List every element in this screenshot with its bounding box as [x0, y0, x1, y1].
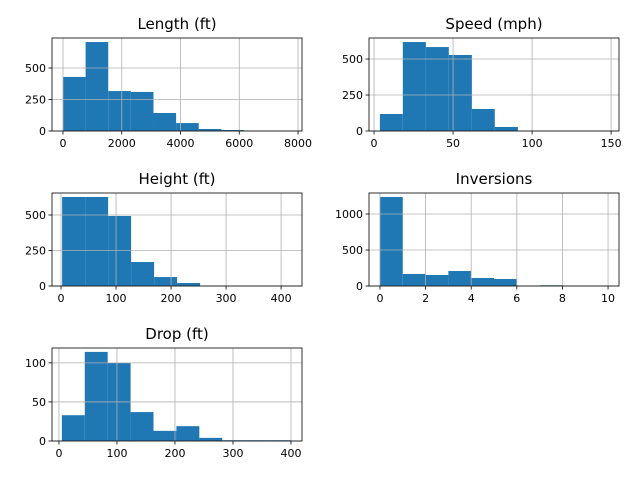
- x-tick-label: 4000: [167, 137, 195, 150]
- bar: [471, 278, 494, 286]
- y-tick-label: 500: [25, 209, 46, 222]
- y-tick-label: 0: [39, 125, 46, 138]
- y-tick-label: 0: [39, 435, 46, 448]
- bar: [176, 426, 200, 441]
- x-tick-label: 300: [216, 292, 237, 305]
- y-tick-label: 100: [25, 357, 46, 370]
- x-tick-label: 100: [106, 447, 127, 460]
- y-tick-label: 250: [25, 245, 46, 258]
- bar: [62, 196, 86, 286]
- x-tick-label: 0: [58, 292, 65, 305]
- y-tick-label: 50: [32, 396, 46, 409]
- x-tick-label: 300: [222, 447, 243, 460]
- x-tick-label: 50: [446, 137, 460, 150]
- bar: [494, 279, 517, 286]
- chart-title: Drop (ft): [145, 325, 208, 343]
- x-tick-label: 0: [376, 292, 383, 305]
- x-tick-label: 0: [371, 137, 378, 150]
- x-tick-label: 400: [280, 447, 301, 460]
- bar: [425, 274, 449, 286]
- bar: [130, 91, 154, 131]
- y-tick-label: 0: [356, 125, 363, 138]
- x-tick-label: 0: [59, 137, 66, 150]
- y-tick-label: 250: [25, 93, 46, 106]
- bar: [154, 277, 178, 286]
- bar: [85, 42, 109, 132]
- bar: [62, 76, 86, 131]
- x-tick-label: 8000: [284, 137, 312, 150]
- bar: [448, 54, 472, 131]
- y-tick-label: 500: [342, 244, 363, 257]
- x-tick-label: 8: [559, 292, 566, 305]
- bar: [379, 197, 403, 286]
- bar: [130, 412, 154, 441]
- bar: [402, 273, 426, 286]
- bar: [61, 415, 85, 441]
- x-tick-label: 6: [513, 292, 520, 305]
- bar: [153, 430, 177, 441]
- bar: [379, 114, 403, 131]
- bar: [494, 126, 518, 131]
- axes-frame: [51, 347, 303, 442]
- x-tick-label: 400: [271, 292, 292, 305]
- bar: [153, 112, 177, 131]
- y-tick-label: 500: [342, 53, 363, 66]
- bar: [198, 128, 222, 131]
- x-tick-label: 200: [161, 292, 182, 305]
- y-tick-label: 0: [39, 280, 46, 293]
- y-tick-label: 0: [356, 280, 363, 293]
- y-tick-label: 500: [25, 62, 46, 75]
- axes-frame: [51, 37, 303, 132]
- chart-title: Height (ft): [139, 170, 216, 188]
- bar: [199, 437, 223, 441]
- chart-title: Inversions: [456, 170, 533, 188]
- x-tick-label: 0: [55, 447, 62, 460]
- x-tick-label: 6000: [225, 137, 253, 150]
- x-tick-label: 200: [164, 447, 185, 460]
- bar: [108, 216, 132, 286]
- bar: [84, 351, 108, 441]
- axes-frame: [51, 192, 303, 287]
- y-tick-label: 1000: [335, 208, 363, 221]
- x-tick-label: 10: [601, 292, 615, 305]
- x-tick-label: 100: [106, 292, 127, 305]
- x-tick-label: 4: [468, 292, 475, 305]
- x-tick-label: 150: [601, 137, 622, 150]
- x-tick-label: 2: [422, 292, 429, 305]
- y-tick-label: 250: [342, 89, 363, 102]
- bar: [177, 283, 201, 286]
- bar: [425, 47, 449, 132]
- bar: [108, 91, 131, 131]
- axes-frame: [368, 192, 620, 287]
- x-tick-label: 100: [522, 137, 543, 150]
- chart-title: Speed (mph): [445, 15, 542, 33]
- bar: [85, 196, 109, 286]
- bar: [131, 262, 155, 286]
- x-tick-label: 2000: [108, 137, 136, 150]
- bar: [402, 42, 426, 131]
- axes-frame: [368, 37, 620, 132]
- chart-title: Length (ft): [137, 15, 216, 33]
- bar: [448, 271, 472, 286]
- bar: [176, 123, 199, 131]
- bar: [221, 129, 244, 131]
- bar: [471, 108, 495, 131]
